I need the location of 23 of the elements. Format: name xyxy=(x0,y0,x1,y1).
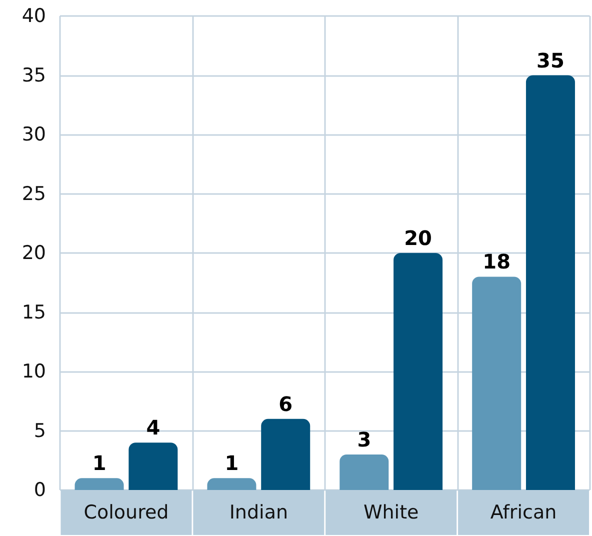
y-tick-label: 20 xyxy=(22,242,46,264)
data-label: 3 xyxy=(357,427,372,452)
bar xyxy=(207,478,256,490)
y-tick-label: 40 xyxy=(22,5,46,27)
y-tick-label: 5 xyxy=(34,420,46,442)
y-tick-label: 35 xyxy=(22,64,46,86)
y-tick-label: 10 xyxy=(22,360,46,382)
data-label: 35 xyxy=(536,48,564,72)
x-tick-label: Indian xyxy=(229,502,288,524)
x-tick-label: African xyxy=(490,502,557,524)
y-tick-label: 25 xyxy=(22,182,46,205)
x-tick-label: White xyxy=(363,502,419,524)
y-tick-label: 30 xyxy=(22,124,46,146)
data-label: 1 xyxy=(92,451,106,476)
data-label: 20 xyxy=(404,226,432,250)
data-label: 6 xyxy=(278,392,293,416)
x-tick-label: Coloured xyxy=(84,502,169,524)
data-label: 1 xyxy=(224,451,239,476)
y-tick-label: 15 xyxy=(22,301,46,324)
y-tick-label: 0 xyxy=(34,479,46,501)
data-label: 18 xyxy=(482,250,510,274)
bar xyxy=(74,478,124,490)
data-label: 4 xyxy=(146,416,160,440)
